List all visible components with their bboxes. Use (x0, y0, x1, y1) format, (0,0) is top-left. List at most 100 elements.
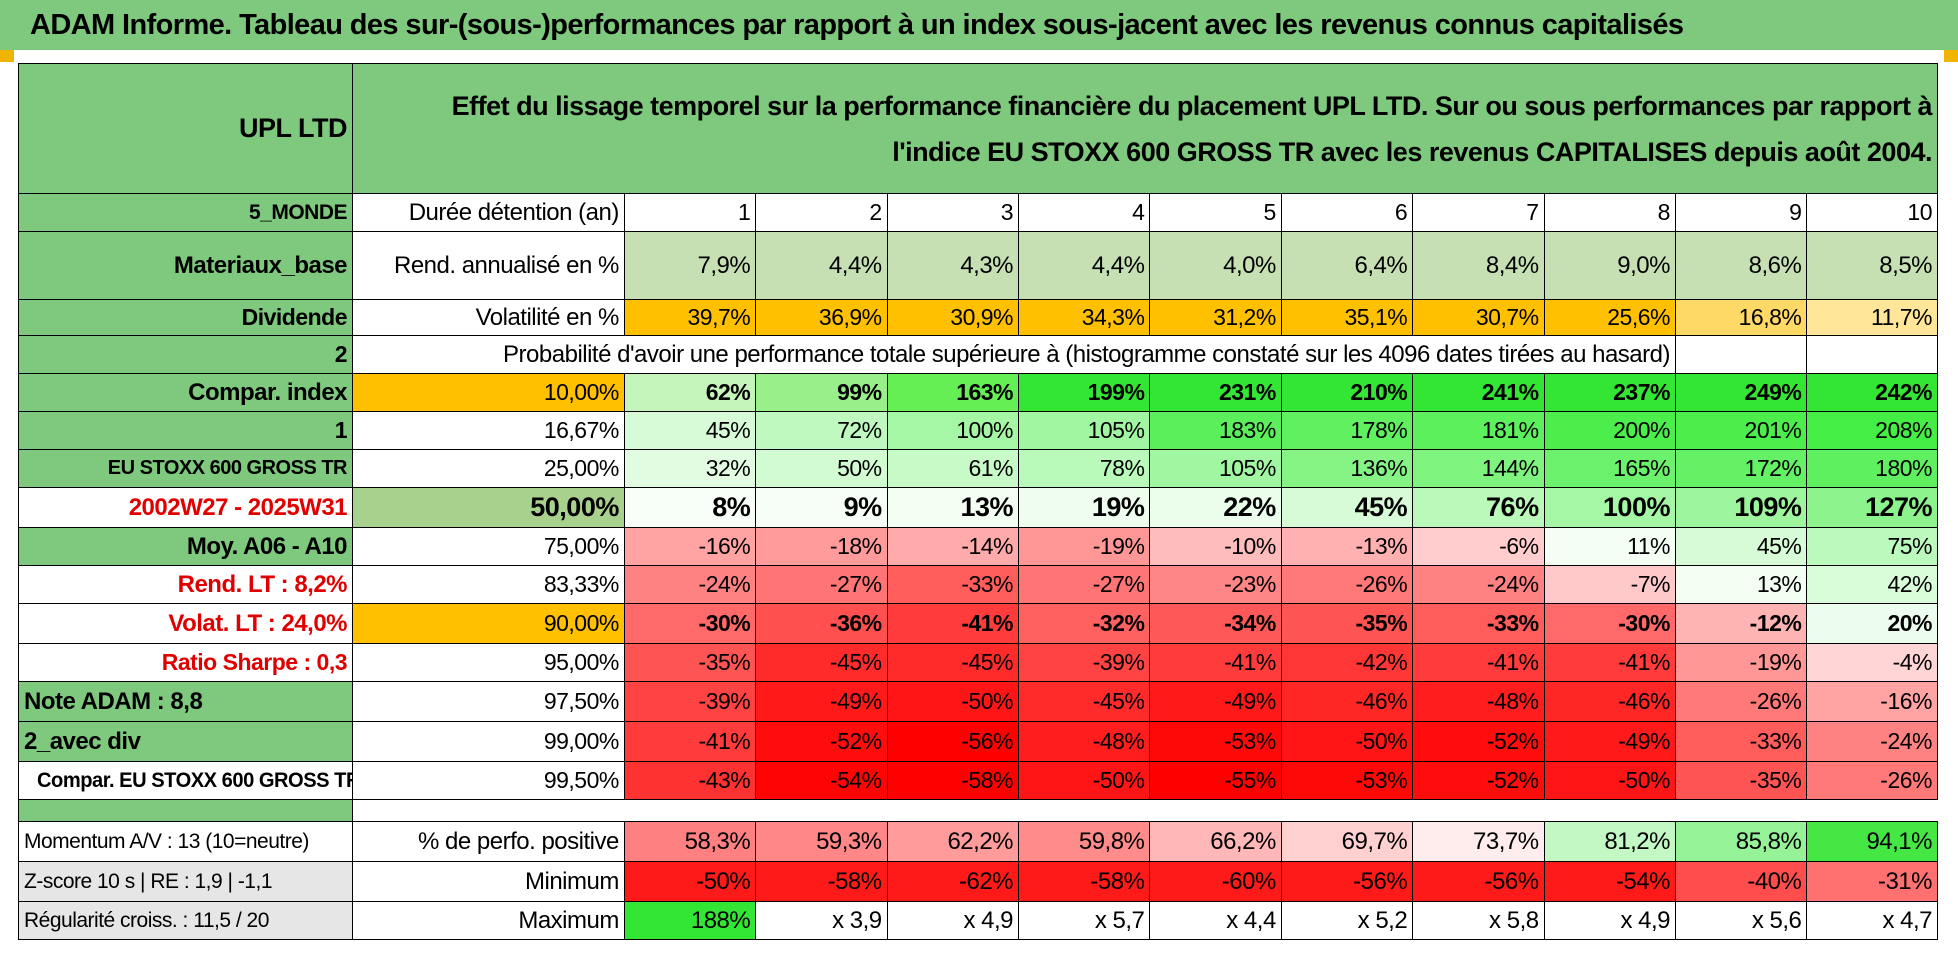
regularite-label: Régularité croiss. : 11,5 / 20 (17, 901, 354, 940)
performance-cell: 242% (1806, 373, 1938, 412)
region-label: 5_MONDE (17, 193, 354, 232)
volatility-cell: 31,2% (1149, 299, 1282, 336)
holding-year-header: 2 (755, 193, 888, 232)
performance-cell: -16% (623, 527, 757, 566)
table-row: Compar. EU STOXX 600 GROSS TR 99,50% -43% -… (17, 761, 1938, 800)
compar-index-label: Compar. index (17, 373, 354, 412)
performance-cell: -42% (1280, 643, 1414, 682)
table-row: 2 Probabilité d'avoir une performance tot… (17, 335, 1938, 374)
performance-cell: 181% (1412, 411, 1545, 450)
maximum-cell: x 4,9 (886, 901, 1020, 940)
minimum-cell: -54% (1543, 861, 1676, 902)
annual-return-cell: 4,4% (1018, 231, 1151, 300)
volatility-cell: 30,9% (886, 299, 1020, 336)
performance-cell: 210% (1280, 373, 1414, 412)
performance-cell: -49% (755, 681, 888, 722)
performance-cell: -26% (1674, 681, 1808, 722)
percentile-cell: 25,00% (352, 449, 625, 488)
performance-cell: -45% (755, 643, 888, 682)
note-label: Note ADAM : 8,8 (17, 681, 354, 722)
performance-cell: -10% (1149, 527, 1282, 566)
performance-cell: -41% (1412, 643, 1545, 682)
performance-cell: 105% (1018, 411, 1151, 450)
performance-cell: 11% (1543, 527, 1676, 566)
minimum-cell: -58% (755, 861, 888, 902)
performance-cell: 241% (1412, 373, 1545, 412)
volatility-cell: 39,7% (623, 299, 757, 336)
performance-cell: 100% (1543, 487, 1676, 528)
performance-cell: -26% (1280, 565, 1414, 604)
performance-cell: 8% (623, 487, 757, 528)
performance-cell: 61% (886, 449, 1020, 488)
table-row: 2002W27 - 2025W31 50,00% 8% 9% 13% 19% 22% 45% 7… (17, 487, 1938, 528)
performance-cell: -39% (1018, 643, 1151, 682)
ticker-label: UPL LTD (17, 63, 354, 194)
percentile-cell: 10,00% (352, 373, 625, 412)
performance-cell: 50% (755, 449, 888, 488)
performance-cell: -6% (1412, 527, 1545, 566)
performance-cell: -53% (1280, 761, 1414, 800)
table-row: Ratio Sharpe : 0,3 95,00% -35% -45% -45% -39%… (17, 643, 1938, 682)
holding-year-header: 8 (1543, 193, 1676, 232)
performance-cell: 180% (1806, 449, 1938, 488)
performance-cell: -41% (623, 721, 757, 762)
performance-cell: -46% (1543, 681, 1676, 722)
performance-cell: -19% (1018, 527, 1151, 566)
table-row: 5_MONDE Durée détention (an) 1 2 3 4 5 6 7 8 9 10 (17, 193, 1938, 232)
maximum-cell: x 4,9 (1543, 901, 1676, 940)
positive-cell: 73,7% (1412, 821, 1545, 862)
performance-cell: 144% (1412, 449, 1545, 488)
annual-return-cell: 9,0% (1543, 231, 1676, 300)
val2-label: 2 (17, 335, 354, 374)
percentile-cell: 99,00% (352, 721, 625, 762)
performance-cell: -45% (886, 643, 1020, 682)
annual-return-cell: 4,0% (1149, 231, 1282, 300)
performance-cell: 20% (1806, 603, 1938, 644)
performance-cell: -26% (1806, 761, 1938, 800)
minimum-cell: -62% (886, 861, 1020, 902)
performance-cell: -50% (1543, 761, 1676, 800)
performance-cell: -49% (1543, 721, 1676, 762)
compar-eu-label: Compar. EU STOXX 600 GROSS TR (17, 761, 354, 800)
performance-cell: 200% (1543, 411, 1676, 450)
performance-cell: -56% (886, 721, 1020, 762)
volatility-cell: 30,7% (1412, 299, 1545, 336)
val1-label: 1 (17, 411, 354, 450)
performance-cell: 165% (1543, 449, 1676, 488)
percentile-cell: 90,00% (352, 603, 625, 644)
performance-cell: -7% (1543, 565, 1676, 604)
row-label-minimum: Minimum (352, 861, 625, 902)
performance-cell: -27% (1018, 565, 1151, 604)
positive-cell: 66,2% (1149, 821, 1282, 862)
performance-cell: 105% (1149, 449, 1282, 488)
performance-cell: -18% (755, 527, 888, 566)
minimum-cell: -50% (623, 861, 757, 902)
volatility-cell: 25,6% (1543, 299, 1676, 336)
annual-return-cell: 8,4% (1412, 231, 1545, 300)
maximum-cell: x 4,7 (1806, 901, 1938, 940)
annual-return-cell: 8,6% (1674, 231, 1808, 300)
table-description: Effet du lissage temporel sur la perform… (352, 63, 1938, 194)
momentum-label: Momentum A/V : 13 (10=neutre) (17, 821, 354, 862)
performance-cell: -58% (886, 761, 1020, 800)
period-label: 2002W27 - 2025W31 (17, 487, 354, 528)
performance-cell: -52% (1412, 721, 1545, 762)
performance-cell: -19% (1674, 643, 1808, 682)
performance-cell: 249% (1674, 373, 1808, 412)
volat-lt-label: Volat. LT : 24,0% (17, 603, 354, 644)
table-row: 1 16,67% 45% 72% 100% 105% 183% 178% 181% 200% 201… (17, 411, 1938, 450)
performance-cell: -50% (886, 681, 1020, 722)
annual-return-cell: 6,4% (1280, 231, 1414, 300)
holding-year-header: 9 (1674, 193, 1808, 232)
maximum-cell: x 5,6 (1674, 901, 1808, 940)
performance-cell: -45% (1018, 681, 1151, 722)
performance-cell: 201% (1674, 411, 1808, 450)
performance-cell: -39% (623, 681, 757, 722)
minimum-cell: -31% (1806, 861, 1938, 902)
positive-cell: 81,2% (1543, 821, 1676, 862)
volatility-cell: 11,7% (1806, 299, 1938, 336)
maximum-cell: x 5,8 (1412, 901, 1545, 940)
spacer-cell (17, 799, 354, 822)
corner-marker-left (0, 50, 14, 62)
spacer-row (17, 799, 1938, 822)
